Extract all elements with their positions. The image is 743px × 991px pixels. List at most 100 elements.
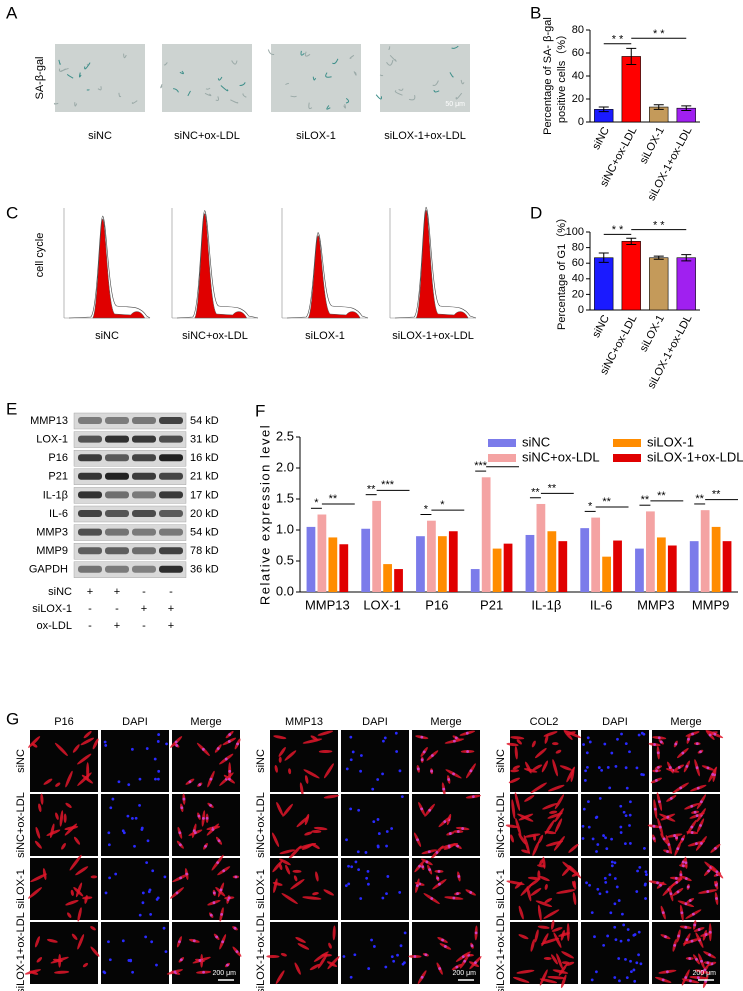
red-cell [539,969,548,986]
nucleus [131,970,134,974]
nucleus [420,807,424,811]
row-label: siNC+ox-LDL [255,792,267,858]
red-cell [532,841,540,856]
nucleus [367,967,371,970]
x-tick-label: P16 [425,597,448,612]
group-label: siLOX-1 [305,330,345,342]
nucleus [156,777,160,781]
x-tick-label: MMP13 [305,597,350,612]
nucleus [715,897,718,900]
protein-label: MMP13 [30,415,68,427]
red-cell [55,782,61,787]
nucleus [661,911,665,915]
condition-sign: - [142,586,146,598]
nucleus [586,736,590,740]
micrograph [581,922,649,984]
red-cell [65,802,72,808]
nucleus [366,869,370,873]
nucleus [474,931,478,935]
nucleus [365,876,369,880]
error-bar [653,104,664,110]
micrograph [581,794,649,856]
red-cell [512,765,521,770]
micrograph [341,858,409,920]
nucleus [357,868,361,871]
red-cell [510,769,520,773]
nucleus [138,913,142,917]
nucleus [700,959,703,963]
band [132,435,156,443]
red-cell [294,962,301,975]
nucleus [211,828,215,831]
channel-label: Merge [430,716,461,728]
significance-label: ** [712,489,721,501]
cell [325,72,332,78]
nucleus [706,890,710,893]
nucleus [635,961,639,965]
bar [649,257,669,311]
nucleus [681,860,685,864]
cell [123,53,127,59]
red-cell [34,840,42,849]
nucleus [664,935,667,939]
red-cell [71,933,78,941]
nucleus [643,846,646,850]
nucleus [691,732,694,736]
nucleus [386,875,390,878]
nucleus [202,970,205,974]
red-cell [568,864,582,879]
nucleus [685,765,689,768]
nucleus [674,876,678,880]
nucleus [342,955,346,958]
nucleus [150,940,154,944]
red-cell [75,882,83,898]
nucleus [431,754,434,757]
nucleus [600,768,604,772]
nucleus [222,869,226,873]
error-bar [681,105,692,111]
red-cell [280,953,287,957]
nucleus [585,881,588,885]
nucleus [635,890,639,893]
nucleus [415,884,419,888]
condition-sign: + [87,586,93,598]
nucleus [443,945,447,948]
cell [386,59,394,66]
significance-label: ** [367,484,376,496]
nucleus [461,827,465,830]
nucleus [371,787,375,791]
nucleus [384,965,388,969]
red-cell [542,856,546,869]
nucleus [141,901,145,905]
nucleus [197,814,201,818]
cell [118,92,122,98]
band [105,547,129,555]
condition-sign: + [168,603,174,615]
nucleus [581,837,585,840]
red-cell [92,738,99,750]
bar [383,564,392,592]
nucleus [114,872,118,876]
nucleus [235,950,239,954]
scale-bar-label: 200 μm [453,970,477,977]
nucleus [420,735,424,739]
nucleus [696,976,700,979]
nucleus [420,758,424,762]
nucleus [385,830,389,833]
red-cell [38,803,42,813]
bar [437,536,447,592]
band [78,565,102,573]
significance-label: * [314,497,319,509]
legend-swatch [488,439,516,447]
nucleus [652,824,656,828]
nucleus [107,843,111,847]
nucleus [583,779,587,782]
nucleus [372,945,376,948]
nucleus [438,967,442,970]
red-cell [77,934,85,950]
red-cell [34,936,40,948]
nucleus [661,978,665,982]
nucleus [654,779,658,782]
red-cell [551,742,559,746]
red-cell [514,792,521,811]
